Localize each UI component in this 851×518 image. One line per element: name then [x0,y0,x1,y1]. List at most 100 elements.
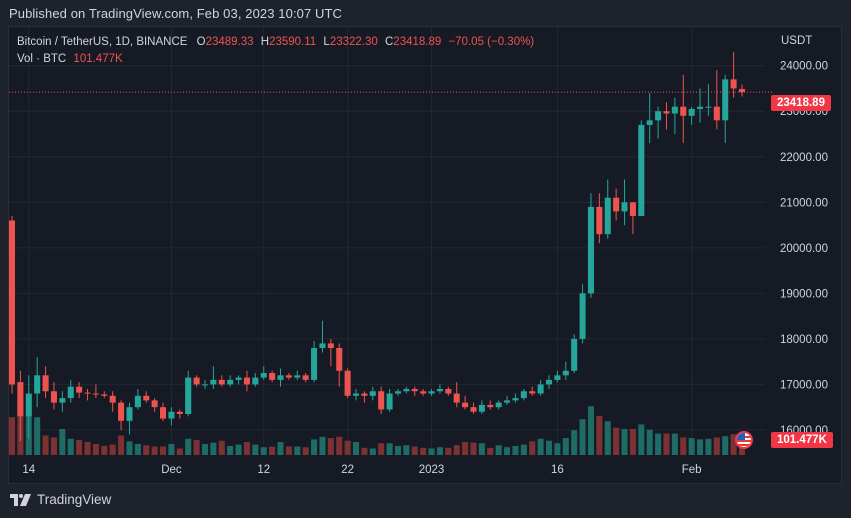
candle-body [378,391,385,410]
candle-body [302,375,309,380]
y-tick-label: 19000.00 [780,288,828,300]
volume-bar [596,416,603,455]
volume-bar [252,444,259,455]
candle-body [420,391,427,394]
volume-bar [59,429,66,455]
volume-bar [705,438,712,455]
candle-body [218,379,225,385]
volume-bar [302,447,309,455]
candle-body [562,370,569,376]
volume-bar [336,436,343,455]
candle-body [613,197,620,212]
volume-bar [118,435,125,455]
candle-body [227,379,234,385]
candle-body [118,402,125,421]
volume-bar [319,436,326,455]
candle-body [487,404,494,408]
volume-bar [8,417,16,455]
volume-bar [638,424,645,455]
volume-bar [420,447,427,455]
volume-bar [554,443,561,455]
volume-bar [227,445,234,455]
candle-body [92,393,99,395]
volume-bar [713,437,720,455]
chart-pane[interactable] [8,26,842,484]
candle-body [722,79,729,121]
volume-bar [260,447,267,455]
candle-body [210,379,217,385]
volume-bar [722,436,729,455]
volume-bar [151,446,158,455]
candle-body [495,402,502,408]
candle-body [294,375,301,378]
volume-bar [579,419,586,455]
volume-bar [495,445,502,455]
candle-body [680,106,687,116]
candle-body [579,293,586,339]
ohlc-legend: Bitcoin / TetherUS, 1D, BINANCE O23489.3… [17,36,534,48]
candle-body [67,386,74,399]
volume-bar [143,445,150,455]
candle-body [587,206,594,294]
candle-body [336,348,343,371]
volume-bar [512,445,519,455]
candle-body [319,343,326,348]
volume-tag: 101.477K [771,432,833,448]
high-label: H [260,36,270,48]
candle-body [126,407,133,421]
x-tick-label: 2023 [419,464,445,476]
y-tick-label: 17000.00 [780,379,828,391]
volume-bar [277,442,284,455]
candle-body [34,375,41,394]
y-tick-label: 18000.00 [780,334,828,346]
volume-bar [42,435,49,455]
volume-bar [655,433,662,455]
candle-body [504,400,511,403]
volume-legend: Vol · BTC 101.477K [17,53,123,65]
volume-bar [101,445,108,455]
candle-body [705,106,712,108]
candle-body [42,375,49,392]
candle-body [394,391,401,394]
symbol-title: Bitcoin / TetherUS, 1D, BINANCE [17,36,188,48]
volume-value: 101.477K [73,53,123,65]
y-tick-label: 24000.00 [780,61,828,73]
volume-bar [50,437,57,455]
candle-body [160,407,167,419]
volume-bar [445,447,452,455]
candle-body [445,388,452,394]
volume-bar [285,446,292,455]
volume-bar [403,445,410,455]
volume-bar [84,442,91,455]
candle-body [327,343,334,348]
volume-bar [109,444,116,455]
close-value: 23418.89 [393,36,442,48]
volume-bar [487,447,494,455]
low-value: 23322.30 [329,36,378,48]
candle-body [403,388,410,392]
volume-bar [520,444,527,455]
volume-bar [470,442,477,455]
candle-body [143,395,150,401]
tradingview-logo-icon [10,493,31,506]
candle-body [629,202,636,216]
volume-bar [587,406,594,455]
candle-body [193,377,200,385]
volume-bar [210,442,217,455]
us-flag-icon[interactable] [735,431,753,449]
candle-body [545,379,553,385]
candle-body [738,88,746,93]
volume-bar [730,434,737,455]
candle-body [529,391,536,394]
candle-body [730,79,737,89]
candle-body [512,398,519,401]
volume-bar [311,439,318,455]
volume-bar [294,446,301,455]
candle-body [428,391,435,394]
volume-bar [504,447,511,455]
candle-body [176,411,183,415]
x-tick-label: Feb [682,464,702,476]
candle-body [361,393,368,396]
candle-body [285,375,292,378]
